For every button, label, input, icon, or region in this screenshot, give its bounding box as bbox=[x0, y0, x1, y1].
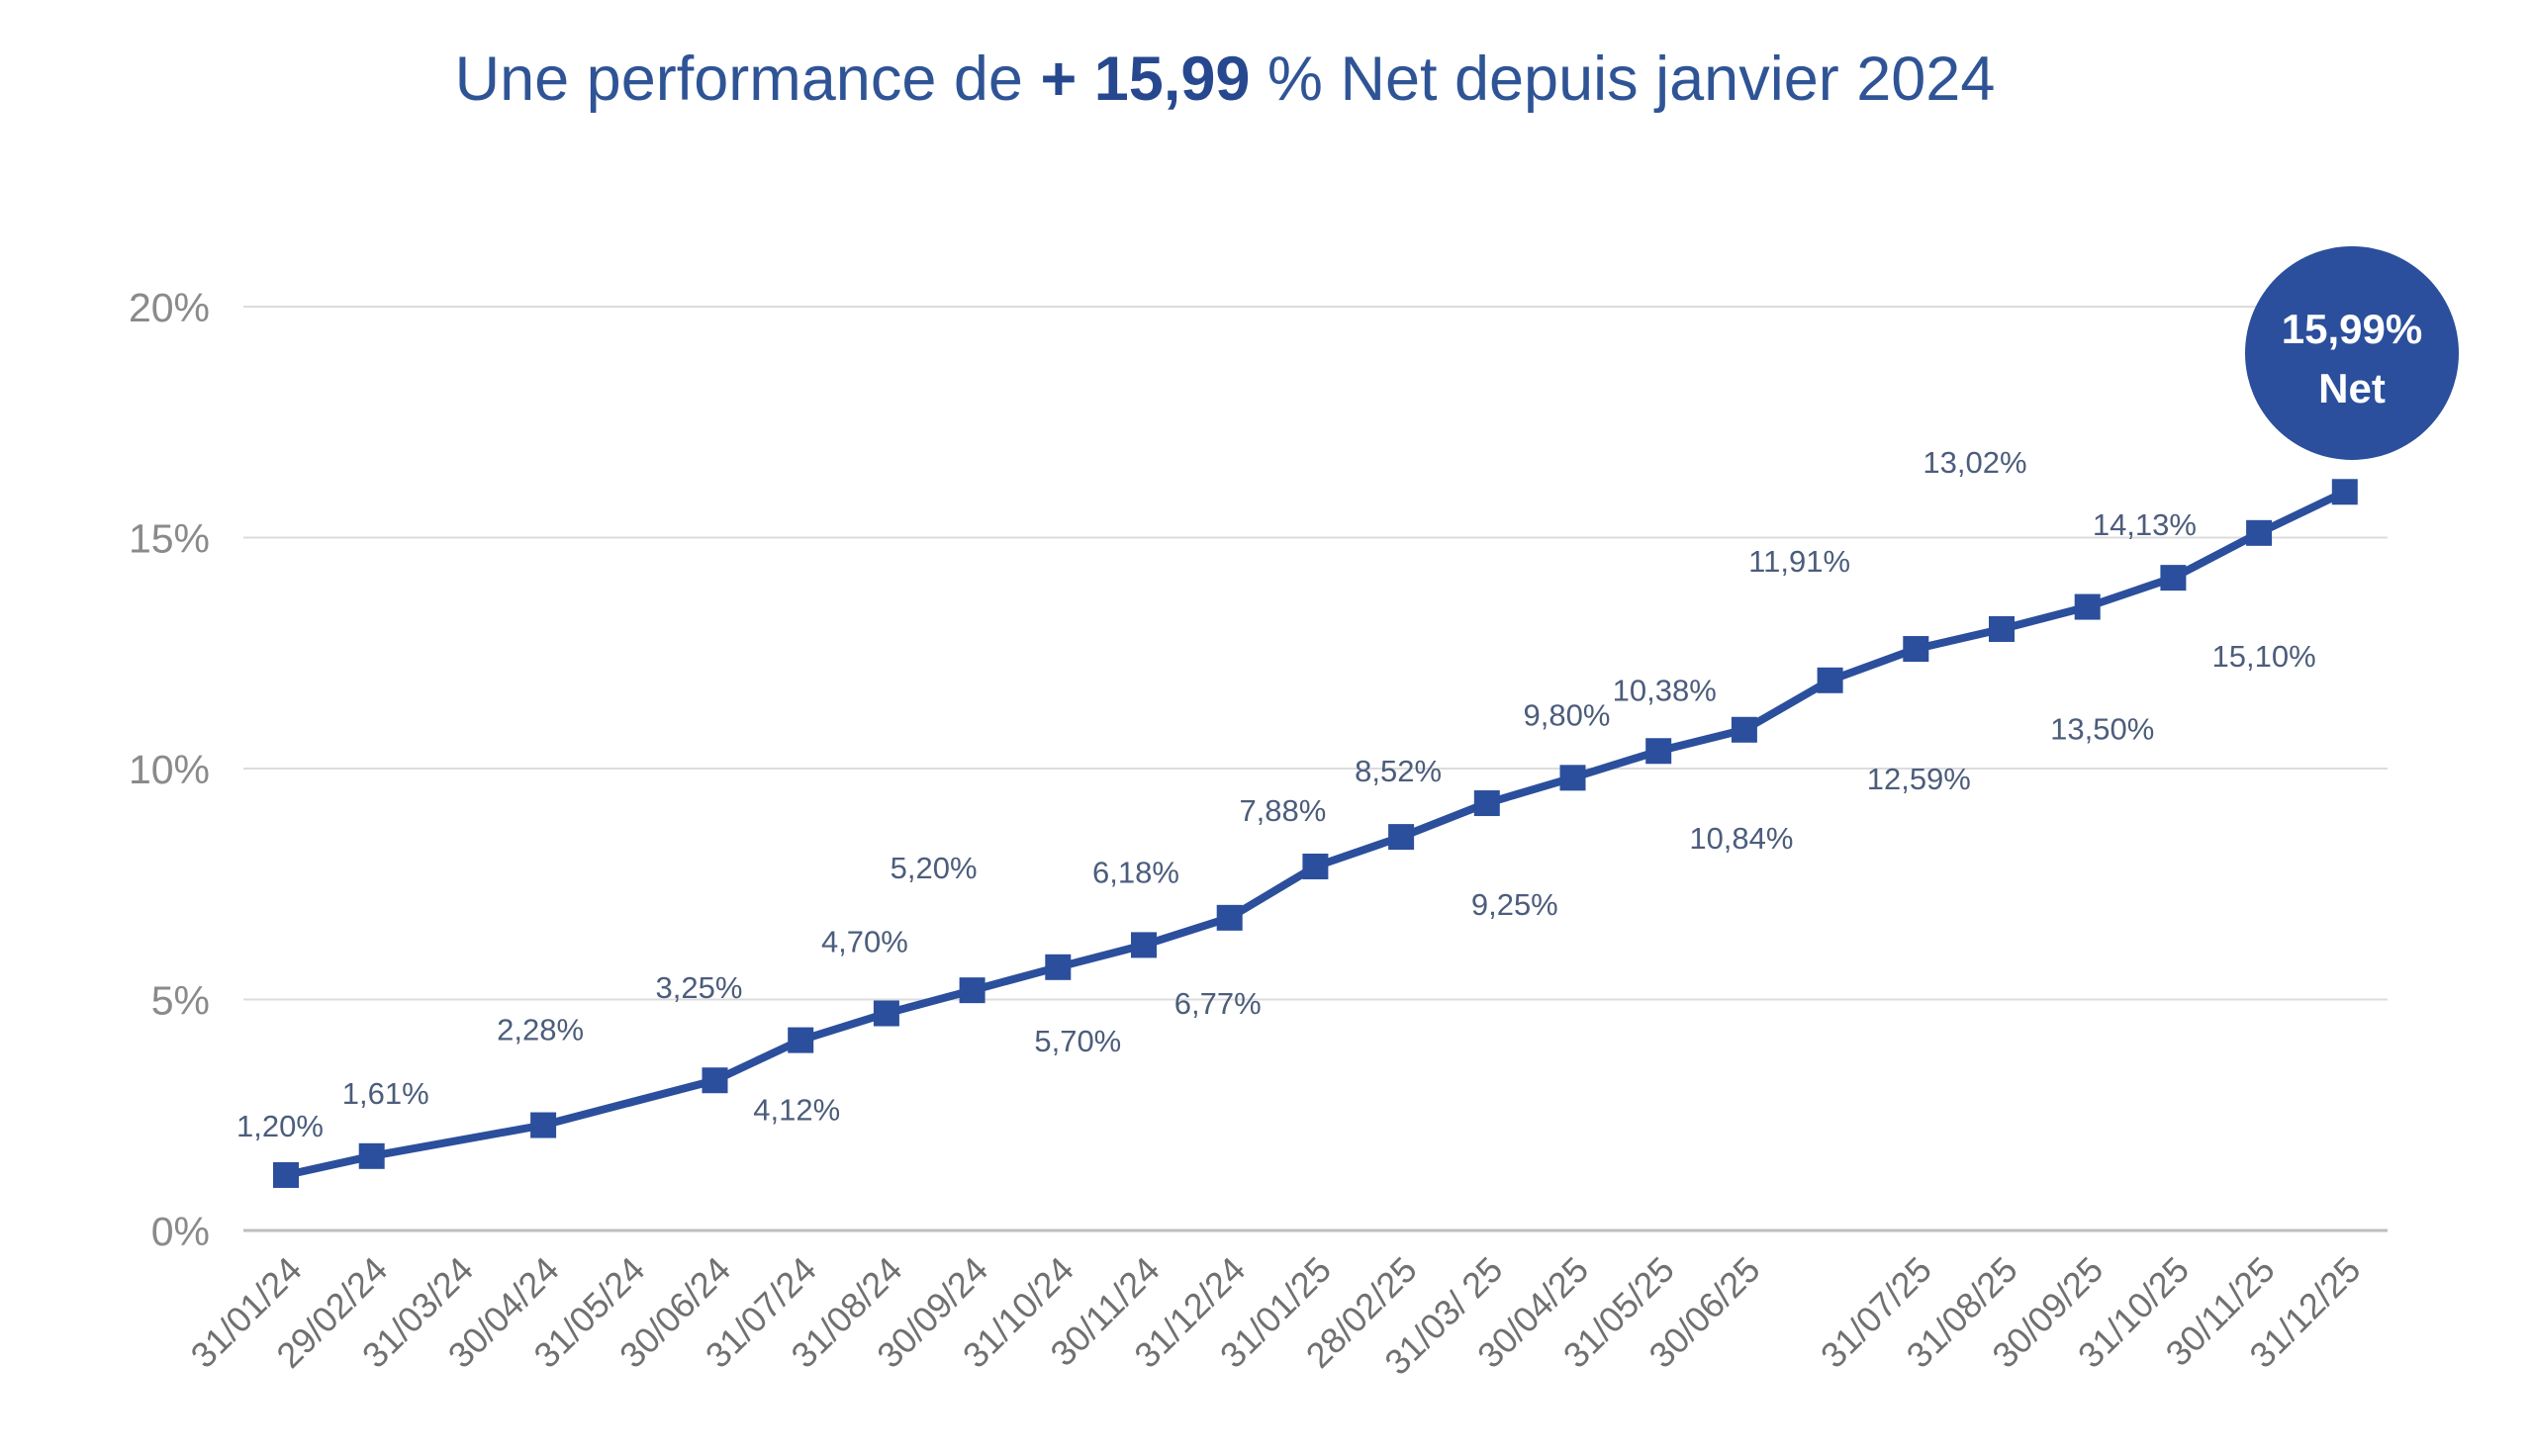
data-point-marker bbox=[1645, 738, 1672, 765]
badge-label: Net bbox=[2318, 365, 2386, 411]
series-line bbox=[285, 488, 2347, 1179]
data-label: 4,70% bbox=[821, 925, 908, 959]
series-performance bbox=[273, 479, 2358, 1188]
data-label: 13,50% bbox=[2050, 712, 2154, 747]
data-label: 15,10% bbox=[2212, 639, 2316, 674]
data-label: 1,20% bbox=[236, 1109, 324, 1143]
data-label: 1,61% bbox=[342, 1076, 429, 1111]
y-tick-label: 0% bbox=[151, 1209, 210, 1254]
data-point-marker bbox=[1903, 636, 1929, 663]
y-tick-label: 15% bbox=[129, 516, 210, 562]
y-tick-label: 10% bbox=[129, 747, 210, 792]
data-point-marker bbox=[959, 977, 985, 1004]
data-label: 10,38% bbox=[1613, 673, 1717, 707]
data-label: 2,28% bbox=[497, 1013, 584, 1047]
data-label: 6,18% bbox=[1092, 855, 1179, 889]
data-point-marker bbox=[788, 1027, 814, 1053]
data-point-marker bbox=[2160, 565, 2187, 592]
data-point-marker bbox=[1817, 667, 1843, 693]
data-labels: 1,20% 1,61% 2,28% 3,25% 4,12% 4,70% 5,20% 5,70%… bbox=[236, 445, 2316, 1143]
data-point-marker bbox=[273, 1161, 299, 1188]
data-point-marker bbox=[530, 1112, 557, 1138]
data-label: 10,84% bbox=[1689, 821, 1793, 856]
data-label: 12,59% bbox=[1867, 762, 1971, 796]
data-label: 4,12% bbox=[753, 1093, 840, 1128]
x-axis-tick-labels: 31/01/2429/02/2431/03/2430/04/2431/05/24… bbox=[183, 1249, 2369, 1383]
title-highlight-value: + 15,99 bbox=[1040, 45, 1251, 114]
badge-value: 15,99% bbox=[2282, 306, 2422, 352]
data-point-marker bbox=[702, 1067, 728, 1094]
data-point-marker bbox=[1216, 904, 1243, 931]
y-axis-tick-labels: 0% 5% 10% 15% 20% bbox=[129, 285, 210, 1254]
data-label: 11,91% bbox=[1748, 544, 1850, 579]
data-label: 3,25% bbox=[656, 970, 743, 1005]
data-label: 5,70% bbox=[1034, 1024, 1121, 1058]
data-label: 7,88% bbox=[1239, 793, 1326, 828]
y-tick-label: 20% bbox=[129, 285, 210, 330]
gridlines bbox=[243, 306, 2388, 1232]
data-label: 8,52% bbox=[1355, 754, 1442, 788]
y-tick-label: 5% bbox=[151, 978, 210, 1024]
data-label: 9,80% bbox=[1524, 697, 1611, 732]
chart-title: Une performance de + 15,99 % Net depuis … bbox=[0, 44, 2450, 115]
final-value-badge: 15,99% Net bbox=[2245, 246, 2459, 460]
data-point-marker bbox=[2331, 479, 2358, 505]
title-prefix: Une performance de bbox=[454, 45, 1023, 114]
data-label: 5,20% bbox=[891, 851, 978, 885]
data-point-marker bbox=[1473, 790, 1500, 817]
title-suffix: % Net depuis janvier 2024 bbox=[1266, 45, 1996, 114]
data-point-marker bbox=[358, 1142, 385, 1169]
data-point-marker bbox=[1131, 932, 1157, 958]
data-label: 13,02% bbox=[1923, 445, 2026, 480]
data-point-marker bbox=[1302, 854, 1329, 880]
data-point-marker bbox=[873, 1000, 899, 1027]
data-label: 9,25% bbox=[1471, 887, 1558, 922]
data-label: 6,77% bbox=[1174, 986, 1262, 1021]
data-point-marker bbox=[2074, 593, 2101, 620]
data-point-marker bbox=[1388, 824, 1415, 851]
data-point-marker bbox=[1989, 615, 2015, 642]
data-point-marker bbox=[1045, 954, 1072, 980]
data-point-marker bbox=[2246, 519, 2273, 546]
badge-circle bbox=[2245, 246, 2459, 460]
data-point-marker bbox=[1731, 716, 1757, 743]
data-point-marker bbox=[1559, 765, 1586, 791]
data-label: 14,13% bbox=[2093, 507, 2197, 542]
